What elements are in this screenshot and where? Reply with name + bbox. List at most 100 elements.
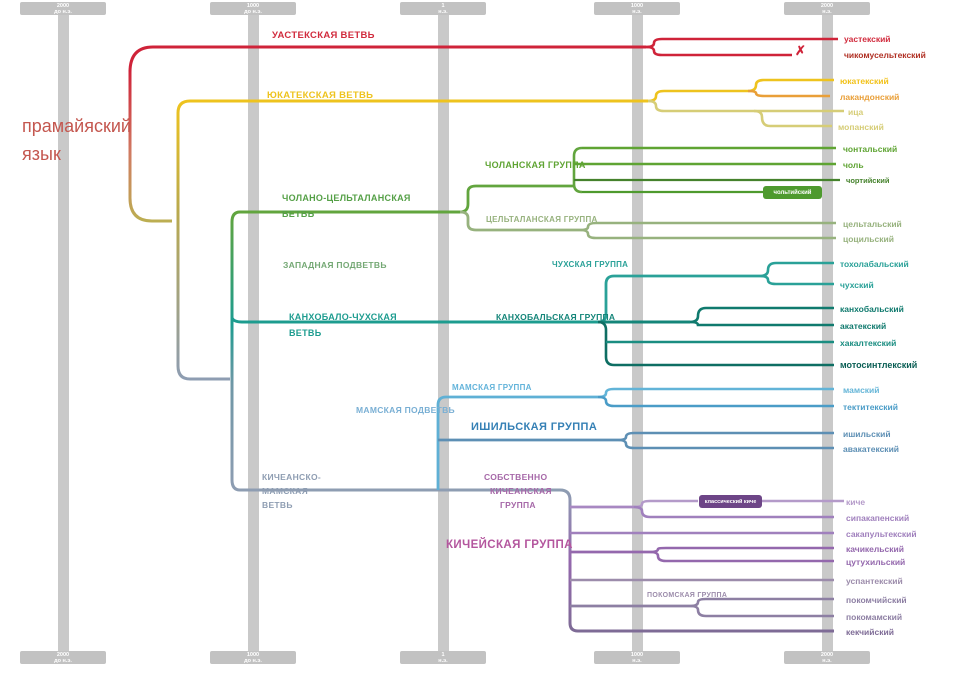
timeline-bottom-cap: 1000 н.э. bbox=[594, 651, 680, 664]
timeline-era: н.э. bbox=[438, 657, 448, 664]
huastecan-branch-label: УАСТЕКСКАЯ ВЕТВЬ bbox=[272, 30, 375, 41]
timeline-era: н.э. bbox=[438, 8, 448, 15]
leaf-poqomam: покомамский bbox=[846, 612, 903, 622]
timeline-year: 2000 bbox=[56, 651, 70, 658]
tzeltalan-group-label: ЦЕЛЬТАЛАНСКАЯ ГРУППА bbox=[486, 215, 598, 224]
leaf-akatek: акатекский bbox=[840, 321, 887, 331]
leaf-tzotzil: цоцильский bbox=[843, 234, 894, 244]
timeline-column-bar bbox=[822, 8, 833, 660]
leaf-lacandon: лакандонский bbox=[840, 92, 900, 102]
leaf-uspantek: успантекский bbox=[846, 576, 903, 586]
cholan-tzeltalan-branch-lines bbox=[240, 146, 840, 240]
leaf-huastec: уастекский bbox=[844, 34, 891, 44]
quichean-branch-lines bbox=[559, 488, 844, 633]
extinct-cross-icon: ✗ bbox=[795, 43, 806, 58]
kanjobalan-chujean-branch-label-line2: ВЕТВЬ bbox=[289, 328, 322, 338]
timeline-top-cap: 2000 н.э. bbox=[784, 2, 870, 15]
leaf-kiche: киче bbox=[846, 497, 866, 507]
leaf-poqomchi: покомчийский bbox=[846, 595, 907, 605]
leaf-mopan: мопанский bbox=[838, 122, 884, 132]
leaf-yucatec: юкатекский bbox=[840, 76, 889, 86]
quichean-group-label: КИЧЕЙСКАЯ ГРУППА bbox=[446, 539, 573, 551]
timeline-bottom-cap: 1000 до н.э. bbox=[210, 651, 296, 664]
timeline-column-bar bbox=[632, 8, 643, 660]
timeline-bottom-cap: 2000 до н.э. bbox=[20, 651, 106, 664]
timeline-year: 2000 bbox=[56, 2, 70, 9]
eastern-branch-label-line3: ВЕТВЬ bbox=[262, 500, 293, 510]
timeline-era: до н.э. bbox=[54, 657, 72, 664]
eastern-branch-label-line2: МАМСКАЯ bbox=[262, 486, 308, 496]
root-language-label-line1: прамайяский bbox=[22, 116, 131, 136]
leaf-tzutujil: цутухильский bbox=[846, 557, 906, 567]
eastern-branch-lines bbox=[240, 387, 834, 492]
leaf-jakaltek: хакалтекский bbox=[840, 338, 897, 348]
timeline-era: до н.э. bbox=[54, 8, 72, 15]
leaf-awakatek: авакатекский bbox=[843, 444, 900, 454]
cholan-tzeltalan-branch-label-line2: ВЕТВЬ bbox=[282, 209, 315, 219]
timeline-year: 1000 bbox=[630, 651, 644, 658]
trunk-lines bbox=[128, 99, 241, 492]
timeline-year: 2000 bbox=[820, 2, 834, 9]
mamean-subbranch-label: МАМСКАЯ ПОДВЕТВЬ bbox=[356, 405, 455, 415]
leaf-tojolabal: тохолабальский bbox=[840, 259, 909, 269]
leaf-itza: ица bbox=[848, 107, 864, 117]
chuj-group-label: ЧУХСКАЯ ГРУППА bbox=[552, 260, 629, 269]
timeline-year: 2000 bbox=[820, 651, 834, 658]
timeline-era: до н.э. bbox=[244, 657, 262, 664]
timeline-era: н.э. bbox=[822, 8, 832, 15]
western-subbranch-label: ЗАПАДНАЯ ПОДВЕТВЬ bbox=[283, 260, 387, 270]
leaf-tektitek: тектитекский bbox=[843, 402, 898, 412]
leaf-tzeltal: цельтальский bbox=[843, 219, 902, 229]
timeline-top-cap: 1000 до н.э. bbox=[210, 2, 296, 15]
mam-group-label: МАМСКАЯ ГРУППА bbox=[452, 383, 532, 392]
leaf-sipakapense: сипакапенский bbox=[846, 513, 910, 523]
timeline-year: 1 bbox=[441, 651, 445, 658]
root-language-label-line2: язык bbox=[22, 144, 61, 164]
timeline-bottom-cap: 2000 н.э. bbox=[784, 651, 870, 664]
leaf-kaqchikel: качикельский bbox=[846, 544, 904, 554]
kanjobal-group-label: КАНХОБАЛЬСКАЯ ГРУППА bbox=[496, 312, 616, 322]
leaf-chuj: чухский bbox=[840, 280, 874, 290]
timeline-column-bar bbox=[58, 8, 69, 660]
ixil-group-label: ИШИЛЬСКАЯ ГРУППА bbox=[471, 421, 598, 433]
leaf-kanjobal: канхобальский bbox=[840, 304, 904, 314]
timeline-year: 1000 bbox=[630, 2, 644, 9]
pocom-group-label: ПОКОМСКАЯ ГРУППА bbox=[647, 592, 728, 599]
timeline-era: н.э. bbox=[632, 657, 642, 664]
leaf-qeqchi: кекчийский bbox=[846, 627, 894, 637]
timeline-top-cap: 1000 н.э. bbox=[594, 2, 680, 15]
classical-kiche-box: классический киче bbox=[699, 495, 762, 508]
quichean-proper-label-line3: ГРУППА bbox=[500, 500, 536, 510]
timeline-column-bar bbox=[438, 8, 449, 660]
timeline-column-bar bbox=[248, 8, 259, 660]
cholti-extinct-box: чольтийский bbox=[763, 186, 822, 199]
yucatecan-branch-lines bbox=[190, 78, 844, 128]
leaf-chontal: чонтальский bbox=[843, 144, 898, 154]
leaf-chorti: чортийский bbox=[846, 176, 890, 185]
timeline-year: 1 bbox=[441, 2, 445, 9]
eastern-branch-label-line1: КИЧЕАНСКО- bbox=[262, 472, 321, 482]
cholan-group-label: ЧОЛАНСКАЯ ГРУППА bbox=[485, 160, 586, 170]
timeline-era: н.э. bbox=[822, 657, 832, 664]
timeline-year: 1000 bbox=[246, 651, 260, 658]
leaf-sakapultek: сакапультекский bbox=[846, 529, 917, 539]
kanjobalan-chujean-branch-lines bbox=[230, 261, 834, 367]
timeline-era: до н.э. bbox=[244, 8, 262, 15]
timeline-top-cap: 1 н.э. bbox=[400, 2, 486, 15]
huastecan-branch-lines bbox=[128, 37, 838, 152]
quichean-proper-label-line1: СОБСТВЕННО bbox=[484, 472, 548, 482]
yucatecan-branch-label: ЮКАТЕКСКАЯ ВЕТВЬ bbox=[267, 90, 374, 101]
leaf-chol: чоль bbox=[843, 160, 864, 170]
kanjobalan-chujean-branch-label-line1: КАНХОБАЛО-ЧУХСКАЯ bbox=[289, 312, 397, 322]
quichean-proper-label-line2: КИЧЕАНСКАЯ bbox=[490, 486, 552, 496]
timeline-bottom-cap: 1 н.э. bbox=[400, 651, 486, 664]
timeline-top-cap: 2000 до н.э. bbox=[20, 2, 106, 15]
leaf-mam: мамский bbox=[843, 385, 880, 395]
leaf-motozintlec: мотосинтлекский bbox=[840, 360, 918, 370]
timeline-era: н.э. bbox=[632, 8, 642, 15]
leaf-ixil: ишильский bbox=[843, 429, 891, 439]
leaf-chicomuceltec: чикомусельтекский bbox=[844, 50, 926, 60]
timeline-year: 1000 bbox=[246, 2, 260, 9]
